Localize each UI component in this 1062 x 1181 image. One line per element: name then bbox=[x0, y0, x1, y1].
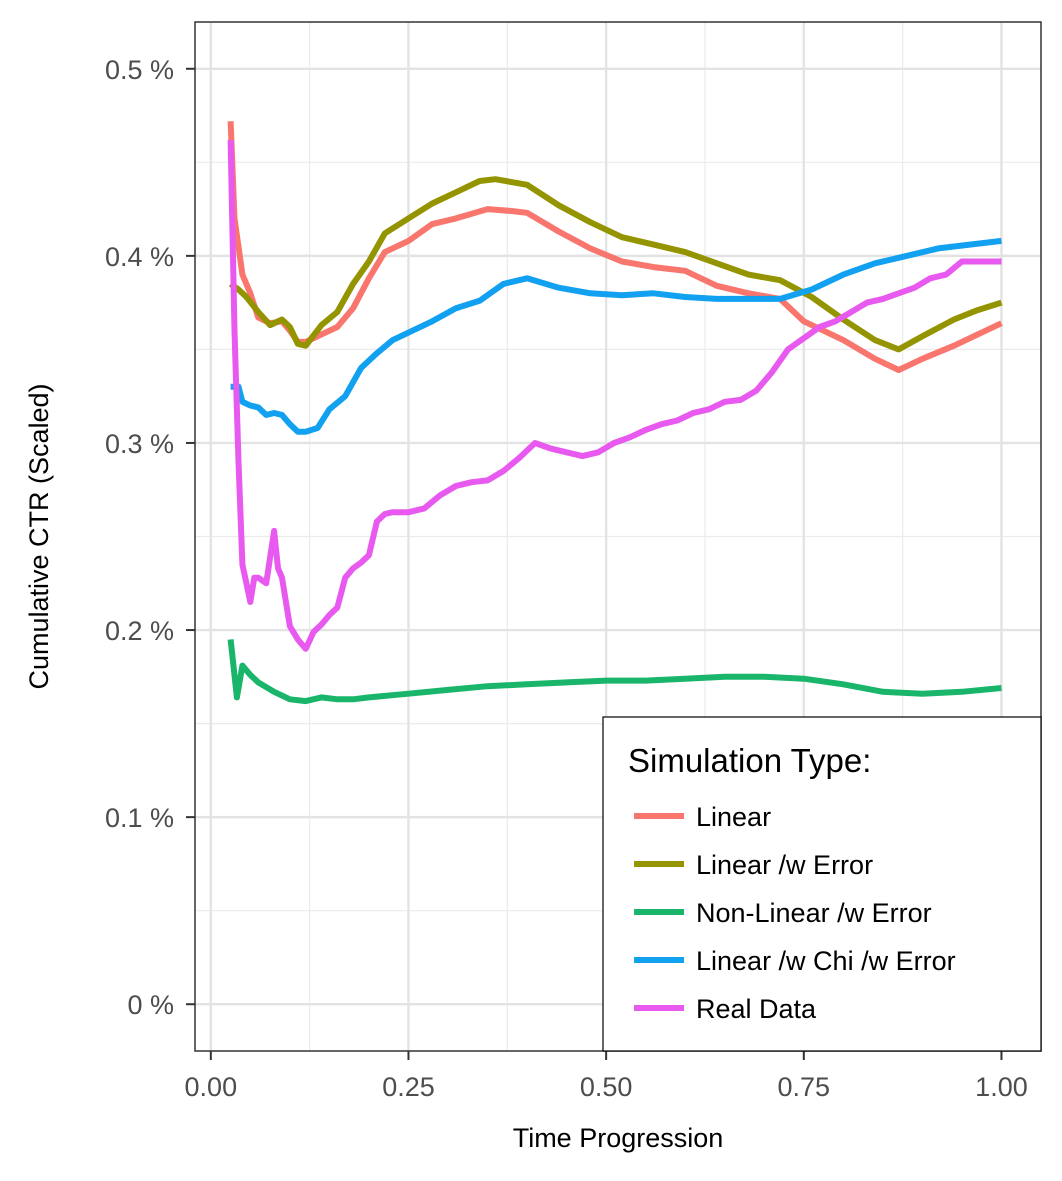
axes: 0.00 0.25 0.50 0.75 1.00 0 % 0.1 % 0.2 % 0.3 % 0.… bbox=[105, 55, 1028, 1102]
series-line-linear-w-error bbox=[228, 176, 1003, 353]
series-lines bbox=[227, 121, 1003, 705]
x-tick-label: 0.50 bbox=[580, 1072, 633, 1102]
y-tick-label: 0 % bbox=[127, 990, 174, 1020]
series-line-real-data bbox=[227, 139, 1002, 652]
y-tick-label: 0.2 % bbox=[105, 616, 174, 646]
series-line-non-linear-w-error bbox=[227, 639, 1002, 705]
x-tick-label: 0.00 bbox=[185, 1072, 238, 1102]
series-line-linear-w-chi-w-error bbox=[230, 237, 1002, 435]
legend-items: Linear Linear /w Error Non-Linear /w Error… bbox=[634, 802, 956, 1024]
legend-title: Simulation Type: bbox=[628, 742, 871, 779]
y-tick-label: 0.5 % bbox=[105, 55, 174, 85]
legend: Simulation Type: Linear Linear /w Error No… bbox=[602, 716, 1042, 1052]
legend-label-linear: Linear bbox=[696, 802, 771, 832]
y-tick-label: 0.1 % bbox=[105, 803, 174, 833]
x-tick-label: 0.25 bbox=[382, 1072, 435, 1102]
y-tick-label: 0.4 % bbox=[105, 242, 174, 272]
legend-label-real-data: Real Data bbox=[696, 994, 817, 1024]
legend-label-linear-w-error: Linear /w Error bbox=[696, 850, 873, 880]
legend-box bbox=[602, 716, 1042, 1052]
y-axis-title: Cumulative CTR (Scaled) bbox=[24, 383, 54, 689]
x-tick-label: 1.00 bbox=[975, 1072, 1028, 1102]
x-tick-label: 0.75 bbox=[778, 1072, 831, 1102]
x-axis-title: Time Progression bbox=[513, 1123, 724, 1153]
legend-label-non-linear-w-error: Non-Linear /w Error bbox=[696, 898, 932, 928]
legend-label-linear-w-chi-w-error: Linear /w Chi /w Error bbox=[696, 946, 956, 976]
y-tick-label: 0.3 % bbox=[105, 429, 174, 459]
